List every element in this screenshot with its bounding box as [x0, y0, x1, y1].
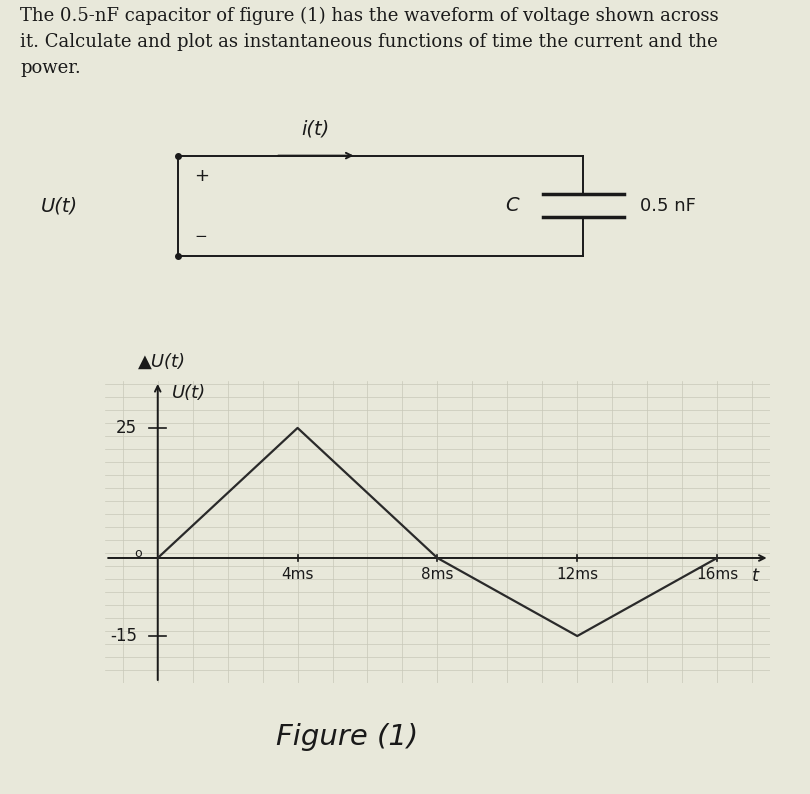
Text: +: + — [194, 167, 210, 185]
Text: 0.5 nF: 0.5 nF — [640, 197, 696, 214]
Text: 16ms: 16ms — [696, 568, 738, 582]
Text: t: t — [752, 568, 759, 585]
Text: 4ms: 4ms — [281, 568, 313, 582]
Text: 25: 25 — [116, 419, 137, 437]
Text: U(t): U(t) — [40, 196, 78, 215]
Text: C: C — [505, 196, 518, 215]
Text: i(t): i(t) — [302, 119, 330, 138]
Text: ▲U(t): ▲U(t) — [138, 353, 186, 371]
Text: −: − — [194, 229, 207, 245]
Text: o: o — [134, 547, 143, 561]
Text: U(t): U(t) — [172, 384, 206, 402]
Text: 12ms: 12ms — [556, 568, 599, 582]
Text: -15: -15 — [110, 627, 137, 645]
Text: Figure (1): Figure (1) — [275, 723, 418, 751]
Text: 8ms: 8ms — [421, 568, 454, 582]
Text: The 0.5-nF capacitor of figure (1) has the waveform of voltage shown across
it. : The 0.5-nF capacitor of figure (1) has t… — [20, 7, 719, 77]
